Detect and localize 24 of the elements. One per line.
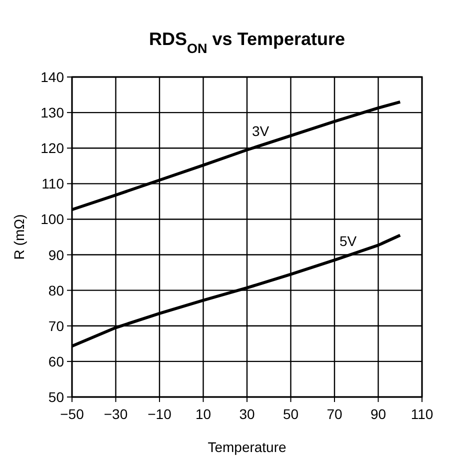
y-tick-label: 100 (40, 211, 64, 228)
chart-title: RDS$_{ON}$ vs Temperature (149, 29, 345, 56)
y-tick-label: 130 (40, 104, 64, 121)
y-axis-title: R (mΩ) (11, 214, 27, 260)
x-tick-label: 90 (370, 406, 386, 422)
series-label: 5V (340, 233, 358, 250)
x-tick-label: 50 (282, 406, 299, 422)
y-tick-label: 50 (48, 389, 64, 405)
x-tick-label: 10 (195, 406, 212, 422)
y-tick-label: 110 (42, 176, 64, 192)
x-tick-label: 30 (239, 406, 255, 422)
y-tick-label: 80 (48, 282, 64, 298)
y-tick-label: 140 (40, 69, 64, 85)
x-tick-label: −30 (104, 406, 128, 422)
y-tick-label: 60 (48, 353, 64, 370)
y-tick-label: 70 (48, 318, 64, 334)
x-tick-label: 110 (410, 406, 434, 422)
y-tick-label: 90 (48, 246, 64, 263)
series-label: 3V (252, 122, 270, 139)
x-tick-label: −50 (60, 406, 84, 422)
x-axis-title: Temperature (208, 439, 287, 455)
y-tick-label: 120 (40, 140, 64, 156)
x-tick-label: 70 (326, 406, 342, 422)
x-tick-label: −10 (148, 406, 172, 422)
